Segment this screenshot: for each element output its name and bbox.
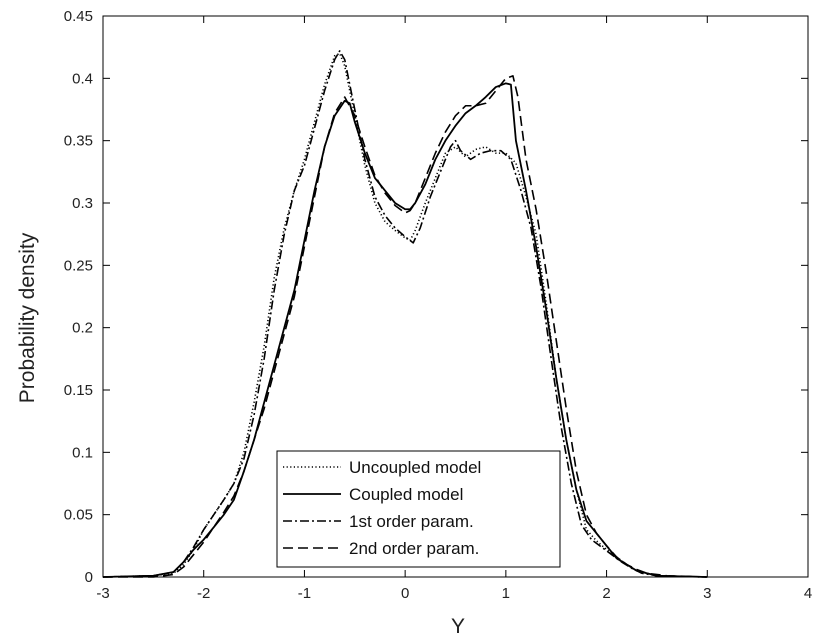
legend-label: Coupled model: [349, 485, 463, 504]
y-axis-label: Probability density: [16, 232, 39, 403]
x-axis-label: Y: [451, 615, 465, 638]
y-tick-label: 0.2: [72, 320, 93, 337]
legend-label: 1st order param.: [349, 512, 474, 531]
y-tick-label: 0.4: [72, 70, 93, 87]
x-tick-label: 3: [703, 585, 711, 602]
x-tick-label: -2: [197, 585, 210, 602]
series-line-3: [102, 50, 708, 578]
series-line-2: [102, 82, 708, 578]
x-tick-label: -3: [96, 585, 109, 602]
axes-layer: -3 -2 -1 0 1 2 3 4 0 0.05 0.1 0.15 0.2 0.25 0.3 0.35 0.4…: [64, 8, 812, 602]
legend-label: 2nd order param.: [349, 539, 479, 558]
y-tick-label: 0.15: [64, 382, 93, 399]
series-line-4: [103, 75, 708, 578]
series-layer: [102, 50, 708, 578]
x-tick-label: -1: [298, 585, 311, 602]
plot-frame: [102, 15, 809, 578]
y-tick-label: 0.25: [64, 257, 93, 274]
x-tick-label: 2: [602, 585, 610, 602]
x-tick-label: 1: [502, 585, 510, 602]
y-tick-label: 0.1: [72, 444, 93, 461]
legend-box: [276, 450, 561, 568]
y-tick-label: 0.35: [64, 133, 93, 150]
x-tick-label: 4: [804, 585, 812, 602]
y-tick-label: 0.05: [64, 507, 93, 524]
legend: Uncoupled model Coupled model 1st order pa…: [276, 450, 561, 568]
y-tick-label: 0: [85, 569, 93, 586]
legend-label: Uncoupled model: [349, 458, 481, 477]
y-tick-label: 0.3: [72, 195, 93, 212]
plot-area: [102, 15, 809, 578]
x-tick-label: 0: [401, 585, 409, 602]
y-tick-label: 0.45: [64, 8, 93, 25]
